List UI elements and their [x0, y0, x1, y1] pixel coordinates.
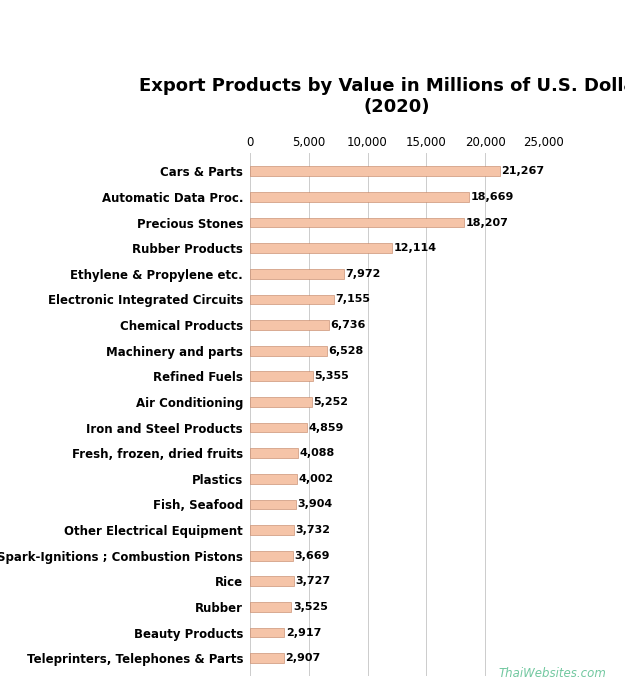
Text: ThaiWebsites.com: ThaiWebsites.com — [498, 666, 606, 680]
Bar — [250, 269, 344, 279]
Text: 12,114: 12,114 — [394, 243, 437, 253]
Bar — [250, 653, 284, 663]
Bar — [250, 500, 296, 510]
Bar — [250, 551, 293, 560]
Text: 3,669: 3,669 — [294, 551, 330, 560]
Bar — [250, 448, 298, 458]
Text: 18,207: 18,207 — [466, 217, 508, 227]
Text: 3,727: 3,727 — [295, 576, 331, 586]
Bar — [250, 422, 307, 432]
Bar — [250, 295, 334, 305]
Bar — [250, 525, 294, 535]
Text: 5,355: 5,355 — [314, 372, 349, 381]
Bar — [250, 372, 313, 381]
Text: 3,732: 3,732 — [295, 525, 330, 535]
Bar — [250, 576, 294, 586]
Text: 6,736: 6,736 — [331, 320, 366, 330]
Bar — [250, 192, 469, 201]
Bar — [250, 346, 327, 355]
Bar — [250, 602, 291, 612]
Bar — [250, 628, 284, 637]
Title: Export Products by Value in Millions of U.S. Dollars
(2020): Export Products by Value in Millions of … — [139, 77, 625, 116]
Text: 4,002: 4,002 — [298, 474, 334, 484]
Text: 21,267: 21,267 — [501, 167, 544, 176]
Bar — [250, 320, 329, 330]
Text: 6,528: 6,528 — [328, 346, 363, 355]
Bar — [250, 167, 500, 176]
Bar — [250, 474, 297, 484]
Text: 4,088: 4,088 — [299, 448, 335, 458]
Text: 4,859: 4,859 — [309, 422, 344, 433]
Bar — [250, 217, 464, 227]
Text: 2,907: 2,907 — [286, 653, 321, 663]
Text: 7,972: 7,972 — [345, 269, 381, 279]
Text: 3,525: 3,525 — [293, 602, 328, 612]
Text: 5,252: 5,252 — [313, 397, 348, 407]
Text: 3,904: 3,904 — [298, 500, 332, 510]
Text: 2,917: 2,917 — [286, 627, 321, 638]
Bar — [250, 397, 312, 407]
Text: 7,155: 7,155 — [336, 294, 371, 305]
Bar — [250, 243, 392, 253]
Text: 18,669: 18,669 — [471, 192, 514, 202]
